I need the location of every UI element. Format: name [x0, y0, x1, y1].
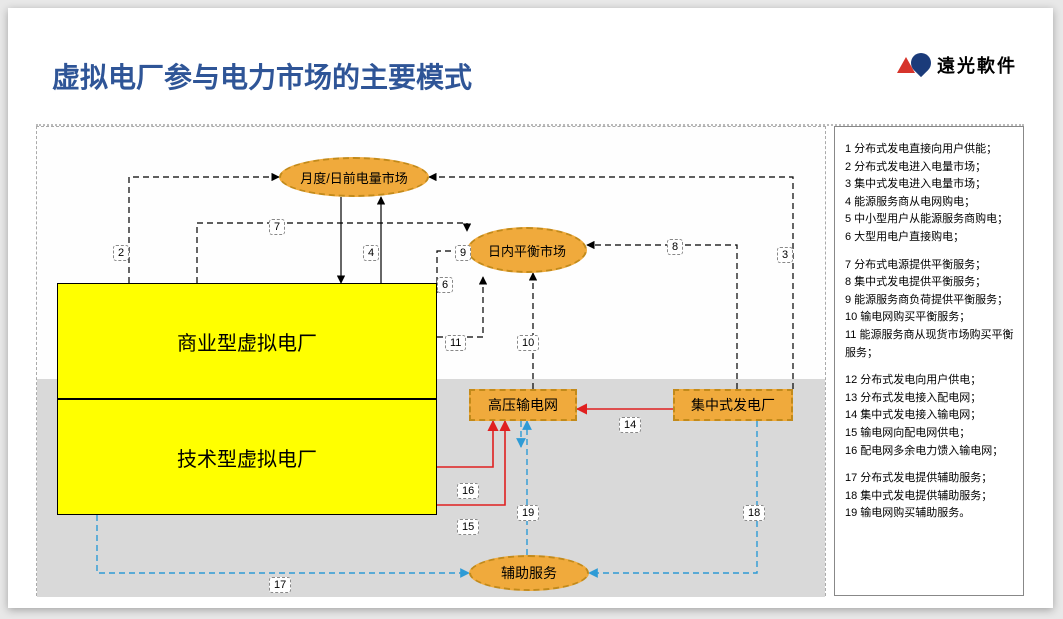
- legend-group-0: 1 分布式发电直接向用户供能；2 分布式发电进入电量市场；3 集中式发电进入电量…: [845, 141, 1015, 247]
- legend-panel: 1 分布式发电直接向用户供能；2 分布式发电进入电量市场；3 集中式发电进入电量…: [834, 126, 1024, 596]
- edge-2: [129, 177, 279, 283]
- legend-group-2: 12 分布式发电向用户供电；13 分布式发电接入配电网；14 集中式发电接入输电…: [845, 372, 1015, 460]
- edge-label-8: 8: [667, 239, 683, 255]
- edge-3: [429, 177, 793, 389]
- node-vpp_technical: 技术型虚拟电厂: [57, 399, 437, 515]
- content-area: 月度/日前电量市场日内平衡市场商业型虚拟电厂技术型虚拟电厂高压输电网 集中式发电厂…: [36, 124, 1024, 594]
- edge-label-19: 19: [517, 505, 539, 521]
- edge-label-6: 6: [437, 277, 453, 293]
- edge-label-16: 16: [457, 483, 479, 499]
- legend-item-2: 2 分布式发电进入电量市场；: [845, 159, 1015, 177]
- legend-item-8: 8 集中式发电提供平衡服务；: [845, 274, 1015, 292]
- diagram-canvas: 月度/日前电量市场日内平衡市场商业型虚拟电厂技术型虚拟电厂高压输电网 集中式发电厂…: [36, 126, 826, 596]
- edge-label-15: 15: [457, 519, 479, 535]
- node-market_intraday: 日内平衡市场: [467, 227, 587, 273]
- legend-item-11: 11 能源服务商从现货市场购买平衡服务；: [845, 327, 1015, 362]
- legend-group-3: 17 分布式发电提供辅助服务；18 集中式发电提供辅助服务；19 输电网购买辅助…: [845, 470, 1015, 523]
- edge-label-14: 14: [619, 417, 641, 433]
- node-market_monthly: 月度/日前电量市场: [279, 157, 429, 197]
- edge-label-11: 11: [445, 335, 466, 351]
- legend-item-19: 19 输电网购买辅助服务。: [845, 505, 1015, 523]
- edge-label-4: 4: [363, 245, 379, 261]
- legend-item-4: 4 能源服务商从电网购电；: [845, 194, 1015, 212]
- legend-item-16: 16 配电网多余电力馈入输电网；: [845, 443, 1015, 461]
- legend-item-7: 7 分布式电源提供平衡服务；: [845, 257, 1015, 275]
- legend-item-15: 15 输电网向配电网供电；: [845, 425, 1015, 443]
- legend-item-17: 17 分布式发电提供辅助服务；: [845, 470, 1015, 488]
- edge-8: [587, 245, 737, 389]
- legend-group-1: 7 分布式电源提供平衡服务；8 集中式发电提供平衡服务；9 能源服务商负荷提供平…: [845, 257, 1015, 363]
- edge-label-9: 9: [455, 245, 471, 261]
- node-vpp_commercial: 商业型虚拟电厂: [57, 283, 437, 399]
- logo-mark-icon: [897, 53, 931, 77]
- legend-item-1: 1 分布式发电直接向用户供能；: [845, 141, 1015, 159]
- edge-label-18: 18: [743, 505, 765, 521]
- legend-item-5: 5 中小型用户从能源服务商购电；: [845, 211, 1015, 229]
- edge-7: [197, 223, 467, 283]
- slide: 虚拟电厂参与电力市场的主要模式 遠光軟件 月度/日前电量市场日内平衡市场商业型虚…: [8, 8, 1053, 608]
- edge-label-17: 17: [269, 577, 291, 593]
- logo: 遠光軟件: [897, 52, 1017, 78]
- node-grid_hv: 高压输电网: [469, 389, 577, 421]
- edge-label-10: 10: [517, 335, 539, 351]
- logo-text: 遠光軟件: [937, 52, 1017, 78]
- edge-label-7: 7: [269, 219, 285, 235]
- legend-item-13: 13 分布式发电接入配电网；: [845, 390, 1015, 408]
- legend-item-9: 9 能源服务商负荷提供平衡服务；: [845, 292, 1015, 310]
- legend-item-12: 12 分布式发电向用户供电；: [845, 372, 1015, 390]
- edge-label-3: 3: [777, 247, 793, 263]
- legend-item-18: 18 集中式发电提供辅助服务；: [845, 488, 1015, 506]
- node-aux_service: 辅助服务: [469, 555, 589, 591]
- legend-item-3: 3 集中式发电进入电量市场；: [845, 176, 1015, 194]
- legend-item-14: 14 集中式发电接入输电网；: [845, 407, 1015, 425]
- legend-item-10: 10 输电网购买平衡服务；: [845, 309, 1015, 327]
- page-title: 虚拟电厂参与电力市场的主要模式: [52, 56, 472, 96]
- edge-label-2: 2: [113, 245, 129, 261]
- node-gen_central: 集中式发电厂: [673, 389, 793, 421]
- legend-item-6: 6 大型用电户直接购电；: [845, 229, 1015, 247]
